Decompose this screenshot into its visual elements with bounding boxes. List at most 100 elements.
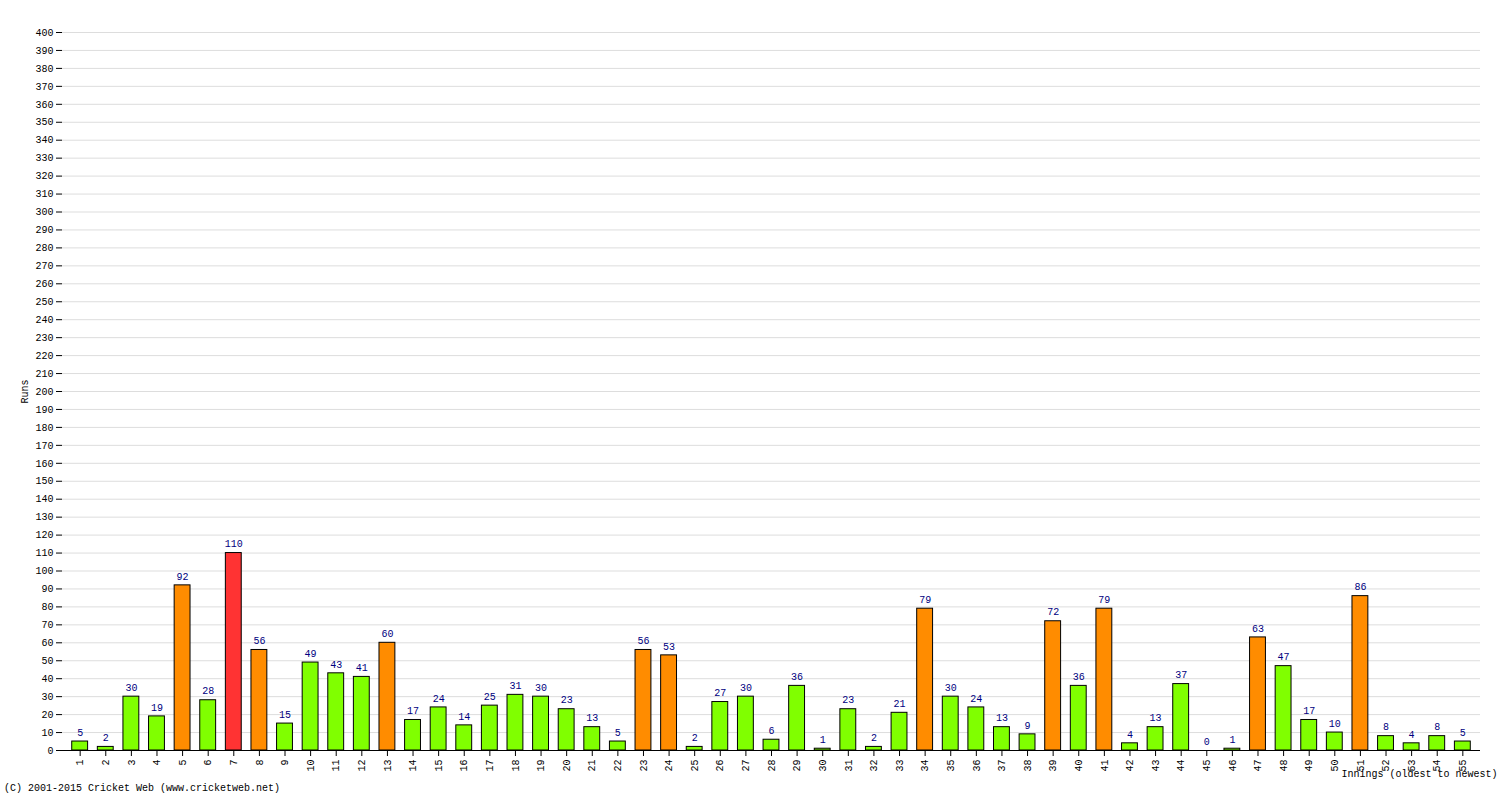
svg-text:15: 15: [434, 760, 445, 772]
svg-text:28: 28: [202, 686, 214, 697]
svg-text:30: 30: [740, 683, 752, 694]
svg-text:260: 260: [35, 279, 53, 290]
svg-text:1: 1: [1229, 735, 1235, 746]
svg-text:92: 92: [177, 572, 189, 583]
svg-text:23: 23: [842, 695, 854, 706]
svg-text:340: 340: [35, 135, 53, 146]
svg-text:63: 63: [1252, 624, 1264, 635]
svg-text:200: 200: [35, 387, 53, 398]
svg-text:320: 320: [35, 171, 53, 182]
svg-text:4: 4: [152, 760, 163, 766]
svg-text:30: 30: [818, 760, 829, 772]
svg-text:110: 110: [35, 548, 53, 559]
svg-text:5: 5: [615, 728, 621, 739]
svg-text:270: 270: [35, 261, 53, 272]
svg-text:330: 330: [35, 153, 53, 164]
svg-text:140: 140: [35, 494, 53, 505]
svg-text:30: 30: [535, 683, 547, 694]
svg-text:39: 39: [1048, 760, 1059, 772]
svg-text:90: 90: [41, 584, 53, 595]
svg-text:20: 20: [562, 760, 573, 772]
svg-text:47: 47: [1253, 760, 1264, 772]
svg-text:36: 36: [791, 672, 803, 683]
svg-text:22: 22: [613, 760, 624, 772]
svg-text:10: 10: [1329, 719, 1341, 730]
svg-text:23: 23: [639, 760, 650, 772]
svg-text:40: 40: [1074, 760, 1085, 772]
svg-text:41: 41: [1100, 760, 1111, 772]
svg-text:24: 24: [970, 694, 982, 705]
svg-text:17: 17: [407, 706, 419, 717]
svg-text:24: 24: [433, 694, 445, 705]
svg-text:0: 0: [1204, 737, 1210, 748]
svg-text:15: 15: [279, 710, 291, 721]
svg-text:6: 6: [203, 760, 214, 766]
svg-text:400: 400: [35, 28, 53, 39]
svg-text:380: 380: [35, 64, 53, 75]
svg-text:6: 6: [768, 726, 774, 737]
svg-text:17: 17: [1303, 706, 1315, 717]
svg-text:25: 25: [690, 760, 701, 772]
svg-text:150: 150: [35, 476, 53, 487]
svg-text:2: 2: [692, 733, 698, 744]
svg-text:79: 79: [1098, 595, 1110, 606]
svg-text:29: 29: [792, 760, 803, 772]
svg-text:350: 350: [35, 117, 53, 128]
svg-text:310: 310: [35, 189, 53, 200]
svg-text:38: 38: [1023, 760, 1034, 772]
svg-text:60: 60: [41, 638, 53, 649]
svg-text:27: 27: [714, 688, 726, 699]
svg-text:120: 120: [35, 530, 53, 541]
svg-text:37: 37: [997, 760, 1008, 772]
svg-text:300: 300: [35, 207, 53, 218]
svg-text:33: 33: [895, 760, 906, 772]
svg-text:13: 13: [586, 713, 598, 724]
svg-text:1: 1: [75, 760, 86, 766]
svg-text:56: 56: [253, 636, 265, 647]
svg-text:21: 21: [894, 699, 906, 710]
svg-text:43: 43: [1151, 760, 1162, 772]
svg-text:210: 210: [35, 369, 53, 380]
svg-text:26: 26: [715, 760, 726, 772]
svg-text:18: 18: [511, 760, 522, 772]
svg-text:11: 11: [331, 760, 342, 772]
svg-text:41: 41: [356, 663, 368, 674]
svg-text:360: 360: [35, 100, 53, 111]
svg-text:5: 5: [77, 728, 83, 739]
svg-text:36: 36: [1073, 672, 1085, 683]
svg-text:17: 17: [485, 760, 496, 772]
svg-text:35: 35: [946, 760, 957, 772]
svg-text:40: 40: [41, 674, 53, 685]
svg-text:19: 19: [536, 760, 547, 772]
svg-text:170: 170: [35, 441, 53, 452]
svg-text:56: 56: [637, 636, 649, 647]
svg-text:240: 240: [35, 315, 53, 326]
svg-text:49: 49: [1304, 760, 1315, 772]
svg-text:230: 230: [35, 333, 53, 344]
svg-text:86: 86: [1354, 582, 1366, 593]
svg-text:34: 34: [920, 760, 931, 772]
svg-text:28: 28: [767, 760, 778, 772]
svg-text:100: 100: [35, 566, 53, 577]
svg-text:7: 7: [229, 760, 240, 766]
svg-text:130: 130: [35, 512, 53, 523]
svg-text:2: 2: [871, 733, 877, 744]
svg-text:13: 13: [1150, 713, 1162, 724]
svg-text:14: 14: [408, 760, 419, 772]
svg-text:48: 48: [1279, 760, 1290, 772]
svg-text:72: 72: [1047, 607, 1059, 618]
svg-text:8: 8: [1383, 722, 1389, 733]
svg-text:53: 53: [663, 642, 675, 653]
svg-text:2: 2: [103, 733, 109, 744]
svg-text:37: 37: [1175, 670, 1187, 681]
svg-text:30: 30: [41, 692, 53, 703]
svg-text:60: 60: [381, 629, 393, 640]
svg-text:8: 8: [255, 760, 266, 766]
svg-text:70: 70: [41, 620, 53, 631]
svg-text:50: 50: [1330, 760, 1341, 772]
svg-text:50: 50: [41, 656, 53, 667]
svg-text:1: 1: [820, 735, 826, 746]
svg-text:4: 4: [1409, 730, 1415, 741]
svg-text:46: 46: [1228, 760, 1239, 772]
svg-text:2: 2: [101, 760, 112, 766]
